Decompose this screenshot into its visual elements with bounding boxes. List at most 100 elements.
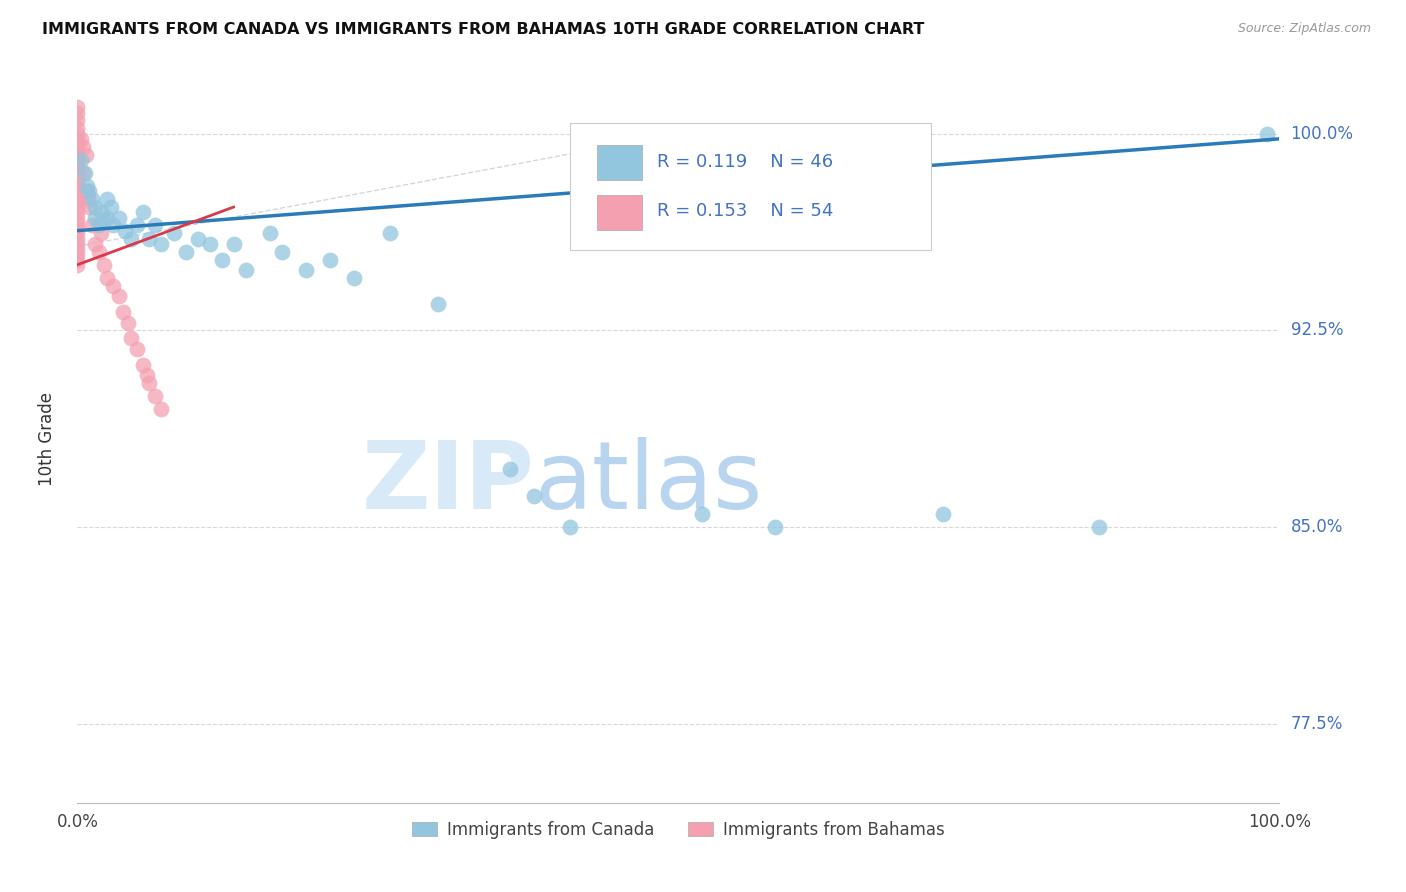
Point [79,200,101,214]
Legend: Immigrants from Canada, Immigrants from Bahamas: Immigrants from Canada, Immigrants from … [405,814,952,846]
Text: 92.5%: 92.5% [1291,321,1343,339]
Point [66,189,89,203]
Point [932,507,955,521]
Point [66,142,89,156]
Point [120,231,142,245]
Text: 100.0%: 100.0% [1291,125,1354,143]
Point [93,258,115,272]
Point [66,211,89,225]
Point [84,236,107,251]
Point [66,205,89,219]
Point [66,113,89,128]
Point [117,316,139,330]
Point [66,121,89,136]
Point [270,244,292,259]
Point [145,389,167,403]
Point [1256,127,1278,141]
Point [111,305,134,319]
Point [66,236,89,251]
Point [150,402,173,417]
Point [66,216,89,230]
Point [198,236,221,251]
Point [87,244,110,259]
Point [96,192,118,206]
Point [120,331,142,345]
Point [66,184,89,198]
Point [75,147,97,161]
Point [73,166,96,180]
Point [136,368,159,382]
Point [174,244,197,259]
Point [90,227,112,241]
Text: R = 0.119    N = 46: R = 0.119 N = 46 [657,153,832,171]
Point [259,227,281,241]
Point [132,205,155,219]
Point [79,184,101,198]
Text: Source: ZipAtlas.com: Source: ZipAtlas.com [1237,22,1371,36]
Text: 77.5%: 77.5% [1291,715,1343,733]
Point [66,136,89,151]
Point [70,132,93,146]
Point [343,271,366,285]
Text: IMMIGRANTS FROM CANADA VS IMMIGRANTS FROM BAHAMAS 10TH GRADE CORRELATION CHART: IMMIGRANTS FROM CANADA VS IMMIGRANTS FRO… [42,22,925,37]
Point [108,211,131,225]
Point [72,139,94,153]
Point [66,252,89,267]
Point [72,166,94,180]
Point [66,147,89,161]
Point [80,192,103,206]
Text: ZIP: ZIP [361,437,534,529]
Point [211,252,233,267]
Point [66,258,89,272]
Point [66,227,89,241]
Point [96,271,118,285]
Text: atlas: atlas [534,437,762,529]
Point [66,169,89,183]
Point [66,100,89,114]
Point [80,219,103,233]
Point [114,224,136,238]
Point [560,520,582,534]
Text: R = 0.153    N = 54: R = 0.153 N = 54 [657,202,834,220]
Point [222,236,245,251]
Point [499,462,522,476]
Point [138,231,160,245]
Point [848,219,870,233]
Point [66,231,89,245]
Point [66,153,89,167]
Point [162,227,184,241]
Point [235,263,257,277]
Point [87,219,110,233]
Point [66,179,89,194]
Point [103,219,125,233]
Point [100,200,122,214]
FancyBboxPatch shape [571,123,931,251]
Point [319,252,342,267]
Point [103,278,125,293]
Point [138,376,160,390]
Point [93,213,115,227]
Point [66,200,89,214]
Point [66,127,89,141]
Bar [596,194,643,229]
Point [127,219,149,233]
Point [66,174,89,188]
Point [90,205,112,219]
Point [607,231,630,245]
Text: 85.0%: 85.0% [1291,518,1343,536]
Point [132,358,155,372]
Point [66,105,89,120]
Point [76,184,98,198]
Point [763,520,786,534]
Point [66,194,89,209]
Point [84,200,107,214]
Point [1088,520,1111,534]
Point [427,297,450,311]
Point [70,153,93,167]
Point [66,242,89,256]
Point [108,289,131,303]
Point [523,489,546,503]
Point [127,342,149,356]
Point [66,221,89,235]
Point [66,132,89,146]
